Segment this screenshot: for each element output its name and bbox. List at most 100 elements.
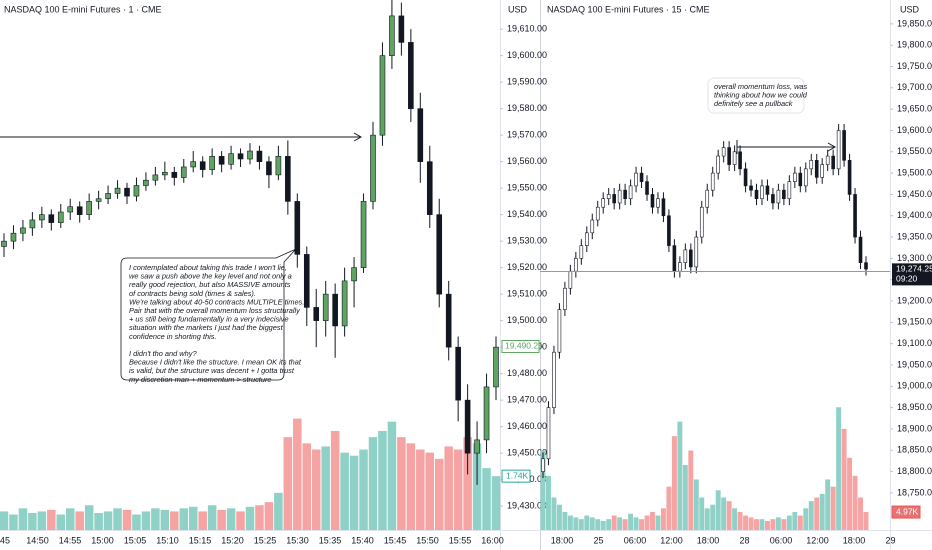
y-tick-label: 19,460.00 <box>507 421 547 431</box>
candle-body <box>590 219 595 234</box>
volume-bar <box>825 479 831 530</box>
candle-body <box>771 194 775 204</box>
volume-bar <box>551 497 557 530</box>
volume-bar <box>677 421 683 530</box>
candle-body <box>803 168 808 187</box>
callout <box>120 248 297 381</box>
volume-bar <box>416 449 425 530</box>
candle-body <box>836 130 841 170</box>
x-tick-label: 18:00 <box>843 535 866 545</box>
candle-body <box>617 189 622 204</box>
candle-body <box>601 198 606 208</box>
volume-bar <box>732 508 738 530</box>
x-tick-label: 45 <box>0 535 10 545</box>
candle-body <box>782 189 786 199</box>
volume-bar <box>444 446 453 530</box>
volume-bar <box>573 517 579 530</box>
volume-bar <box>302 443 312 530</box>
y-tick-label: 19,650.00 <box>897 104 932 114</box>
x-tick-label: 28 <box>739 535 749 545</box>
candle-body <box>408 42 414 109</box>
x-tick-label: 12:00 <box>660 535 683 545</box>
candle-body <box>765 185 770 195</box>
candle-body <box>689 249 693 268</box>
candle-body <box>760 185 764 199</box>
annotation-line: + us still being fundamentally in a very… <box>129 315 289 324</box>
candle-body <box>29 219 36 229</box>
volume-bar <box>84 505 94 530</box>
candle-body <box>749 185 753 191</box>
x-tick-label: 15:35 <box>319 535 342 545</box>
volume-bar <box>198 511 207 530</box>
y-tick-label: 19,580.00 <box>507 103 547 113</box>
volume-tag <box>501 469 531 483</box>
volume-bar <box>737 511 743 530</box>
volume-bar <box>655 515 661 530</box>
candle-body <box>743 168 748 187</box>
volume-bar <box>721 497 727 530</box>
y-tick-label: 19,350.00 <box>897 231 932 241</box>
y-tick-label: 19,550.00 <box>897 146 932 156</box>
candle-body <box>143 179 149 186</box>
volume-bar <box>540 450 546 530</box>
y-tick-label: 19,750.00 <box>897 61 932 71</box>
candle-body <box>584 232 589 246</box>
volume-bar <box>340 452 349 530</box>
volume-bar <box>704 508 710 530</box>
y-tick-label: 19,430.00 <box>507 501 547 511</box>
x-tick-label: 06:00 <box>770 535 793 545</box>
x-tick-label: 15:20 <box>221 535 244 545</box>
y-tick-label: 19,510.00 <box>507 289 547 299</box>
candle-body <box>237 153 244 160</box>
volume-bar <box>141 511 151 530</box>
volume-bar <box>595 519 601 530</box>
y-tick-label: 19,590.00 <box>507 77 547 87</box>
candle-body <box>124 187 130 197</box>
candle-body <box>445 293 452 348</box>
volume-bar <box>764 520 770 530</box>
y-tick-label: 19,150.00 <box>897 317 932 327</box>
volume-bar <box>122 509 132 530</box>
volume-bar <box>330 430 340 530</box>
volume-bar <box>75 511 84 530</box>
y-tick-label: 18,750.00 <box>897 487 932 497</box>
y-tick-label: 18,850.00 <box>897 445 932 455</box>
candle-body <box>612 194 616 204</box>
volume-bar <box>387 421 397 530</box>
y-tick-label: 19,450.00 <box>897 189 932 199</box>
chart-pane <box>0 0 501 530</box>
y-tick-label: 19,500.00 <box>507 315 547 325</box>
candle-body <box>48 214 55 223</box>
volume-bar <box>622 519 628 530</box>
price-tag-label: 19,490.25 <box>505 341 543 351</box>
volume-bar <box>368 437 378 530</box>
volume-bar <box>56 514 66 530</box>
volume-bar <box>311 449 321 530</box>
volume-bar <box>18 508 28 530</box>
volume-bar <box>453 449 463 530</box>
volume-bar <box>65 508 75 530</box>
price-tag <box>501 339 540 353</box>
arrow-head <box>353 132 363 142</box>
y-tick-label: 19,540.00 <box>507 209 547 219</box>
candle-body <box>634 172 638 187</box>
candle-body <box>247 150 253 160</box>
volume-bar <box>274 492 283 530</box>
volume-bar <box>589 517 595 530</box>
candle-body <box>825 155 830 165</box>
candle-body <box>398 15 405 43</box>
candle-body <box>152 174 159 181</box>
candle-body <box>678 262 682 272</box>
x-tick-label: 25 <box>593 535 603 545</box>
candle-body <box>86 201 92 215</box>
volume-bar <box>808 501 814 530</box>
candle-body <box>133 185 140 197</box>
volume-bar <box>378 430 387 530</box>
candle-body <box>114 187 121 194</box>
volume-bar <box>546 475 551 530</box>
y-tick-label: 19,560.00 <box>507 156 547 166</box>
y-tick-label: 19,700.00 <box>897 82 932 92</box>
candle-body <box>606 194 611 199</box>
volume-bar <box>775 517 781 530</box>
